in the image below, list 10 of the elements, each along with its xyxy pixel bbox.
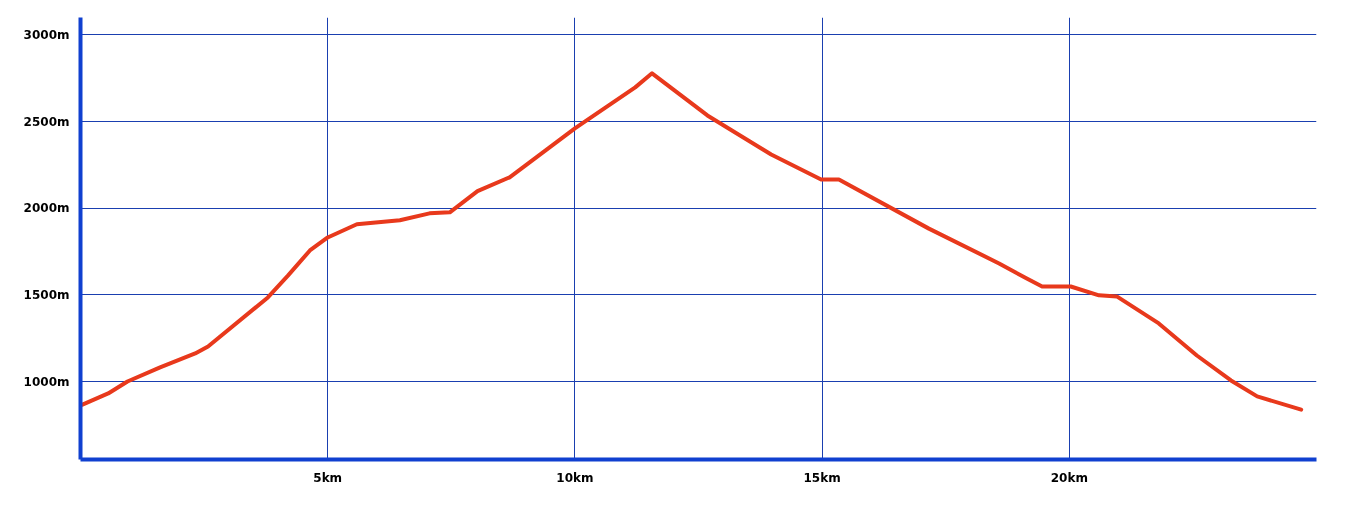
x-tick-label: 5km [313,470,343,485]
x-tick-label: 15km [803,470,841,485]
y-tick-label: 3000m [23,27,70,42]
x-tick-label: 10km [556,470,594,485]
line-series [80,71,1304,412]
y-tick-label: 2000m [23,201,70,216]
y-tick-label: 2500m [23,114,70,129]
y-tick-label: 1000m [23,374,70,389]
y-tick-label: 1500m [23,287,70,302]
x-tick-label: 20km [1050,470,1088,485]
